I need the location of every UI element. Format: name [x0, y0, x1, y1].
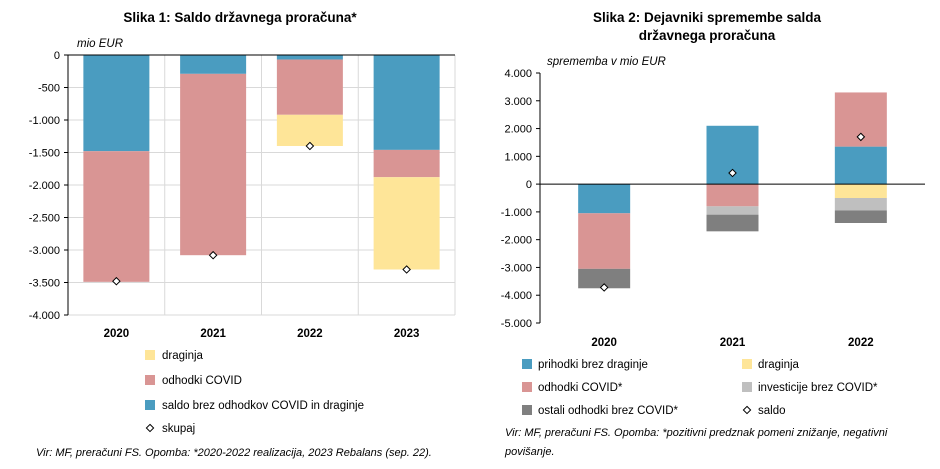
chart-2-bar-2022-series-0 [834, 146, 887, 185]
chart-1-x-label-2023: 2023 [394, 328, 420, 340]
chart-2-y-unit: sprememba v mio EUR [547, 56, 666, 68]
chart-1-y-unit: mio EUR [77, 38, 123, 50]
chart-2-legend-swatch-1-1 [742, 382, 752, 392]
chart-2-bar-2020-series-0 [578, 184, 631, 214]
chart-2-marker-2020 [599, 283, 609, 292]
chart-1-note: Vir: MF, preračuni FS. Opomba: *2020-202… [36, 447, 432, 459]
chart-1-x-label-2021: 2021 [200, 328, 226, 340]
chart-1-y-tick-label: -4.000 [29, 310, 60, 322]
chart-2-x-label-2022: 2022 [848, 337, 874, 349]
chart-1-legend-label-0: draginja [162, 350, 204, 362]
chart-1-legend-label-2: saldo brez odhodkov COVID in draginje [162, 400, 364, 412]
chart-2-bar-2021-series-4 [706, 214, 759, 232]
chart-2-legend-label-2-0: ostali odhodki brez COVID* [538, 405, 679, 417]
chart-1-marker-2023 [402, 265, 411, 274]
chart-2-legend-label-1-1: investicije brez COVID* [758, 382, 878, 394]
chart-2-bar-2021-series-2 [706, 184, 759, 207]
chart-1-y-tick-label: -3.500 [29, 278, 60, 290]
chart-2-bar-2022-series-4 [834, 210, 887, 223]
chart-2-legend-label-1-0: odhodki COVID* [538, 382, 623, 394]
chart-1-y-tick-label: -500 [38, 83, 60, 95]
chart-1-x-label-2022: 2022 [297, 328, 323, 340]
chart-2-bar-2022-series-1 [834, 184, 887, 198]
chart-2-bar-2020-series-4 [578, 268, 631, 289]
chart-2-legend-label-0-0: prihodki brez draginje [538, 359, 648, 371]
chart-1-bar-2022-series-0 [276, 55, 343, 60]
chart-2-legend-marker [742, 405, 752, 415]
chart-1-y-tick-label: -2.500 [29, 213, 60, 225]
chart-1-svg: Slika 1: Saldo državnega proračuna* mio E… [29, 10, 456, 459]
chart-1-legend-label-1: odhodki COVID [162, 375, 242, 387]
chart-2-y-tick-label: 3.000 [504, 96, 532, 108]
chart-2-bar-2020-series-2 [578, 213, 631, 269]
chart-2-legend-label-0-1: draginja [758, 359, 800, 371]
chart-2-y-tick-label: -2.000 [501, 235, 532, 247]
chart-1-y-tick-label: -1.500 [29, 148, 60, 160]
chart-2-x-label-2020: 2020 [591, 337, 617, 349]
chart-2-marker-2021 [728, 168, 737, 178]
chart-2-note-line-2: povišanje. [504, 446, 555, 458]
chart-2-legend-swatch-0-0 [522, 359, 532, 369]
chart-1-y-tick-label: -3.000 [29, 245, 60, 257]
chart-1-bar-2022-series-2 [276, 114, 343, 146]
chart-2-title-line-2: državnega proračuna [639, 28, 776, 43]
chart-1-y-tick-label: -2.000 [29, 180, 60, 192]
chart-1-bar-2023-series-2 [373, 177, 440, 270]
chart-2-bar-2022-series-3 [834, 198, 887, 211]
chart-1-legend-swatch-2 [145, 400, 155, 410]
chart-2-x-label-2021: 2021 [720, 337, 746, 349]
chart-2-note-line-1: Vir: MF, preračuni FS. Opomba: *pozitivn… [505, 427, 888, 439]
chart-1-bar-2023-series-0 [373, 55, 440, 150]
chart-2-title-line-1: Slika 2: Dejavniki spremembe salda [593, 10, 822, 25]
chart-2-panel: Slika 2: Dejavniki spremembe salda državn… [470, 0, 940, 469]
chart-1-y-tick-label: 0 [54, 50, 60, 62]
chart-1-bar-2023-series-1 [373, 149, 440, 178]
chart-2-bar-2021-series-3 [706, 206, 759, 215]
chart-2-y-tick-label: 4.000 [504, 68, 532, 80]
chart-2-legend-swatch-2-0 [522, 405, 532, 415]
chart-1-bar-2020-series-1 [83, 151, 150, 282]
chart-2-svg: Slika 2: Dejavniki spremembe salda državn… [501, 10, 925, 458]
chart-2-y-tick-label: -1.000 [501, 207, 532, 219]
chart-1-bar-2021-series-0 [180, 55, 247, 74]
chart-2-y-tick-label: 2.000 [504, 124, 532, 136]
chart-1-bar-2021-series-1 [180, 73, 247, 256]
chart-1-bar-2020-series-0 [83, 55, 150, 152]
chart-2-y-tick-label: 1.000 [504, 151, 532, 163]
chart-1-legend-label-3: skupaj [162, 423, 195, 435]
chart-1-legend-swatch-0 [145, 350, 155, 360]
chart-1-marker-2020 [112, 276, 121, 286]
chart-2-y-tick-label: -3.000 [501, 262, 532, 274]
chart-1-panel: Slika 1: Saldo državnega proračuna* mio E… [29, 10, 456, 459]
chart-2-y-tick-label: -4.000 [501, 290, 532, 302]
chart-1-y-tick-label: -1.000 [29, 115, 60, 127]
chart-2-y-tick-label: -5.000 [501, 318, 532, 330]
chart-1-bar-2022-series-1 [276, 59, 343, 115]
chart-1-legend-swatch-1 [145, 375, 155, 385]
chart-1-marker-2021 [208, 250, 218, 260]
chart-1-title: Slika 1: Saldo državnega proračuna* [123, 10, 357, 25]
chart-2-legend-label-2-1: saldo [758, 405, 786, 417]
chart-1-x-label-2020: 2020 [104, 328, 130, 340]
chart-2-marker-2022 [856, 132, 866, 142]
chart-2-legend-swatch-0-1 [742, 359, 752, 369]
chart-2-y-tick-label: 0 [526, 179, 532, 191]
chart-1-legend-marker [145, 423, 155, 433]
chart-1-marker-2022 [305, 141, 315, 151]
chart-2-legend-swatch-1-0 [522, 382, 532, 392]
